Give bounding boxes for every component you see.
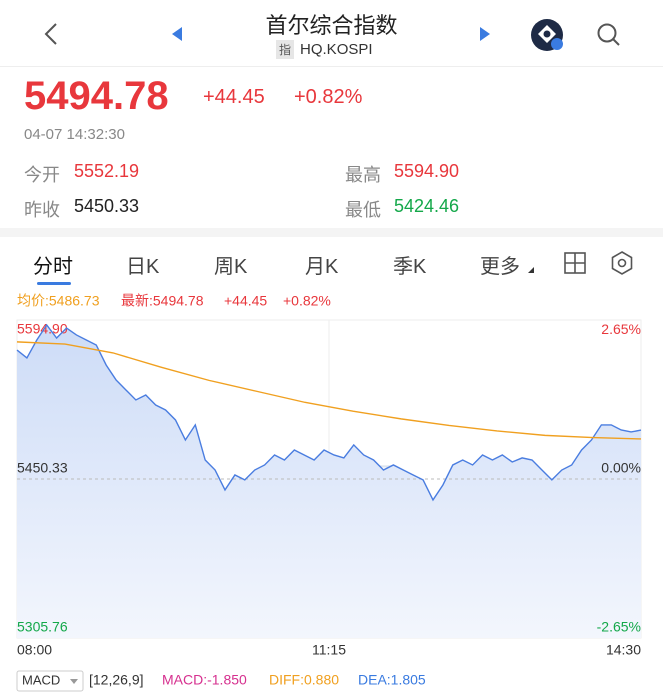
- layout-button[interactable]: [563, 251, 587, 275]
- legend-item: +44.45: [224, 293, 267, 309]
- y-tick-label: 5594.90: [17, 321, 68, 337]
- macd-value: MACD:-1.850: [162, 672, 247, 688]
- tab[interactable]: 季K: [393, 256, 427, 278]
- y2-tick-label: 0.00%: [601, 460, 641, 476]
- avg-line: [16, 341, 642, 440]
- stat-label: 最低: [345, 200, 381, 220]
- tab[interactable]: 更多: [480, 256, 520, 278]
- indicator-name: MACD: [22, 672, 60, 687]
- y-tick-label: 5450.33: [17, 460, 68, 476]
- code: HQ.KOSPI: [300, 41, 373, 58]
- y2-tick-label: 2.65%: [601, 321, 641, 337]
- stat-value: 5552.19: [74, 161, 140, 181]
- title: 首尔综合指数: [265, 13, 398, 38]
- price-area: [17, 324, 641, 638]
- legend-item: +0.82%: [283, 293, 331, 309]
- tab[interactable]: 日K: [126, 256, 160, 278]
- tab-active[interactable]: 分时: [33, 256, 73, 278]
- stat-label: 昨收: [24, 200, 60, 220]
- dea-value: DEA:1.805: [358, 672, 426, 688]
- price-line: [16, 323, 642, 502]
- tab-underline: [37, 282, 71, 285]
- change: +44.45: [203, 86, 265, 108]
- chart: 均价:5486.73最新:5494.78+44.45+0.82%新浪财经08:0…: [16, 293, 642, 692]
- stat-label: 最高: [345, 165, 381, 185]
- x-tick-label: 08:00: [17, 642, 52, 658]
- legend-item: 均价:5486.73: [17, 293, 100, 309]
- badge: 指: [276, 40, 295, 59]
- tab[interactable]: 月K: [305, 256, 339, 278]
- diff-value: DIFF:0.880: [269, 672, 339, 688]
- settings-button[interactable]: [609, 250, 635, 276]
- y-tick-label: 5305.76: [17, 619, 68, 635]
- back-button[interactable]: [40, 20, 64, 48]
- dropdown-arrow: [70, 679, 78, 684]
- x-tick-label: 11:15: [312, 642, 346, 658]
- next-button[interactable]: [478, 26, 492, 42]
- y2-tick-label: -2.65%: [597, 619, 641, 635]
- tab[interactable]: 周K: [214, 256, 248, 278]
- more-arrow: [528, 267, 534, 273]
- stat-value: 5450.33: [74, 196, 140, 216]
- prev-button[interactable]: [170, 26, 184, 42]
- quote-time: 04-07 14:32:30: [24, 126, 125, 143]
- stat-value: 5424.46: [394, 196, 460, 216]
- x-tick-label: 14:30: [606, 642, 641, 658]
- legend-item: 最新:5494.78: [121, 293, 204, 309]
- indicator-dropdown[interactable]: [16, 670, 84, 692]
- change-pct: +0.82%: [294, 86, 363, 108]
- search-button[interactable]: [596, 22, 622, 48]
- ai-button[interactable]: [530, 18, 566, 54]
- section-gap: [0, 228, 663, 237]
- stat-value: 5594.90: [394, 161, 460, 181]
- price: 5494.78: [24, 74, 169, 118]
- divider: [0, 66, 663, 67]
- subtitle: 指 HQ.KOSPI: [276, 40, 373, 59]
- stat-label: 今开: [24, 165, 60, 185]
- indicator-params: [12,26,9]: [89, 672, 144, 688]
